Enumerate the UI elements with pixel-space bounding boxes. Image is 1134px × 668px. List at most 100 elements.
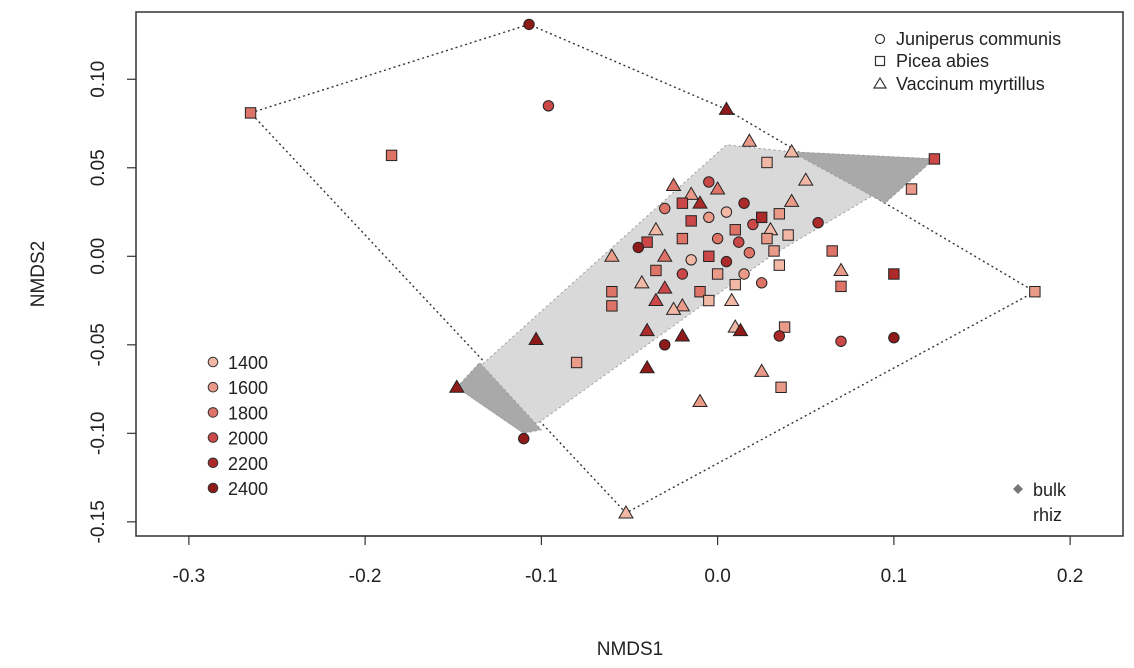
data-point-triangle [723, 292, 740, 307]
x-tick-label: -0.1 [525, 566, 558, 587]
elevation-legend: 1400 1600 1800 2000 2200 2400 [207, 353, 268, 499]
legend-triangle-marker [872, 76, 888, 89]
y-tick-label: 0.05 [88, 149, 109, 186]
y-tick-label: -0.10 [88, 412, 109, 455]
data-point-square [826, 245, 838, 257]
data-point-square [650, 264, 662, 277]
legend-elevation-marker [207, 407, 219, 418]
data-point-triangle [709, 181, 726, 195]
data-point-triangle [692, 393, 708, 407]
hull-overlap [456, 361, 543, 434]
data-point-triangle [618, 505, 634, 519]
data-point-square [729, 224, 741, 236]
data-point-square [928, 153, 941, 165]
y-tick-label: 0.00 [88, 238, 109, 275]
data-point-square [385, 149, 398, 162]
legend-elevation-label: 1800 [228, 403, 268, 423]
data-point-triangle [783, 143, 800, 158]
data-point-triangle [633, 274, 650, 289]
data-point-triangle [783, 193, 800, 207]
data-point-square [711, 268, 724, 280]
y-tick-label: -0.15 [88, 500, 109, 543]
x-tick-label: -0.2 [349, 566, 382, 587]
data-point-circle [733, 236, 745, 248]
legend-elevation-label: 2200 [228, 454, 268, 474]
data-point-circle [632, 241, 645, 254]
hull-overlap [791, 151, 936, 204]
data-point-circle [812, 216, 824, 229]
data-point-triangle [741, 133, 758, 147]
species-legend: Juniperus communis Picea abies Vaccinum … [872, 29, 1061, 94]
legend-elevation-marker [207, 381, 219, 393]
data-point-square [1029, 286, 1041, 298]
data-point-circle [518, 432, 530, 445]
data-point-triangle [448, 379, 465, 393]
data-point-triangle [648, 292, 664, 307]
hull-polygons [249, 23, 1037, 514]
legend-elevation-marker [207, 482, 219, 494]
data-point-square [606, 286, 618, 298]
data-point-square [888, 268, 900, 280]
data-point-square [641, 236, 653, 248]
data-points [244, 18, 1041, 519]
legend-elevation-marker [207, 457, 219, 469]
data-point-circle [888, 332, 900, 344]
data-point-circle [711, 232, 724, 245]
legend-label-picea: Picea abies [896, 51, 989, 71]
data-point-circle [685, 254, 697, 266]
data-point-triangle [833, 262, 849, 276]
compartment-legend: bulk rhiz [1013, 480, 1067, 525]
legend-label-bulk: bulk [1033, 480, 1067, 500]
data-point-circle [676, 268, 689, 280]
legend-square-marker [874, 55, 886, 67]
data-point-circle [773, 330, 786, 342]
x-tick-label: 0.1 [881, 566, 907, 587]
x-axis-title: NMDS1 [597, 639, 664, 660]
data-point-square [775, 381, 787, 393]
data-point-triangle [674, 297, 691, 312]
data-point-triangle [718, 101, 735, 115]
data-point-triangle [665, 301, 682, 315]
data-point-square [768, 245, 780, 257]
y-tick-label: -0.05 [88, 323, 109, 366]
data-point-square [676, 197, 689, 209]
data-point-triangle [753, 363, 770, 377]
x-tick-label: 0.2 [1057, 566, 1083, 587]
data-point-circle [542, 100, 555, 112]
data-point-triangle [674, 327, 691, 342]
data-point-square [773, 259, 786, 271]
legend-elevation-label: 1400 [228, 353, 268, 373]
legend-label-rhiz: rhiz [1033, 505, 1062, 525]
axes: -0.3 -0.2 -0.1 0.0 0.1 0.2 -0.15 -0.10 -0.05 0.00… [88, 61, 1083, 587]
data-point-square [761, 156, 773, 169]
data-point-triangle [604, 248, 620, 262]
data-point-circle [755, 277, 768, 289]
data-point-square [244, 107, 257, 119]
legend-circle-marker [874, 33, 886, 45]
data-point-circle [738, 197, 750, 209]
data-point-circle [659, 202, 671, 215]
legend-elevation-marker [207, 432, 219, 443]
data-point-triangle [692, 195, 708, 209]
data-point-triangle [639, 359, 655, 374]
data-point-circle [743, 247, 756, 259]
x-tick-label: 0.0 [704, 566, 730, 587]
data-point-square [773, 208, 786, 220]
bulk-marker-icon [1013, 484, 1023, 494]
data-point-triangle [528, 331, 544, 345]
x-tick-label: -0.3 [173, 566, 206, 587]
data-point-square [606, 300, 618, 312]
data-point-circle [835, 335, 847, 347]
data-point-square [703, 250, 715, 262]
legend-elevation-label: 1600 [228, 378, 268, 398]
data-point-circle [703, 211, 715, 224]
data-point-circle [720, 206, 733, 218]
legend-elevation-marker [207, 356, 219, 368]
data-point-square [778, 321, 791, 333]
data-point-square [761, 232, 773, 245]
data-point-circle [720, 255, 733, 268]
data-point-square [676, 232, 689, 245]
data-point-square [729, 278, 741, 291]
data-point-square [782, 229, 794, 241]
